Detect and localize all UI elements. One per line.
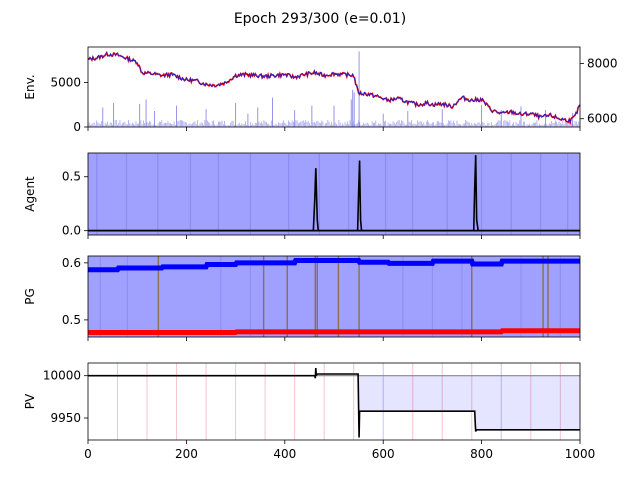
agent-ylabel: Agent: [23, 176, 37, 212]
pv-xtick-label: 1000: [565, 447, 596, 461]
agent-background: [88, 153, 580, 235]
env-right-ytick-label: 6000: [587, 112, 618, 126]
pv-xtick-label: 600: [372, 447, 395, 461]
pv-xtick-label: 200: [175, 447, 198, 461]
pg-frame: [87, 255, 581, 338]
pv-xtick-label: 0: [84, 447, 92, 461]
pg-panel: 0.5 0.6 PG: [23, 255, 581, 341]
pv-series-line: [88, 368, 580, 438]
pv-ylabel: PV: [23, 393, 37, 409]
env-ytick-label: 5000: [50, 76, 81, 90]
env-ytick-label: 0: [73, 120, 81, 134]
pv-fill: [88, 368, 580, 438]
agent-ytick-label: 0.0: [62, 224, 81, 238]
pv-panel: 9950 10000 PV 0 200 400 600 800 1000: [23, 362, 596, 461]
env-right-ytick-label: 8000: [587, 57, 618, 71]
pv-frame: [87, 362, 581, 441]
pv-xtick-label: 800: [470, 447, 493, 461]
env-volume-bars: [87, 51, 581, 127]
pg-series-red: [88, 328, 580, 335]
agent-ytick-label: 0.5: [62, 170, 81, 184]
figure-title: Epoch 293/300 (e=0.01): [234, 11, 406, 27]
pg-series-blue: [88, 258, 580, 273]
pv-ytick-label: 9950: [50, 411, 81, 425]
pv-ytick-label: 10000: [43, 369, 81, 383]
pg-background: [88, 256, 580, 337]
env-panel: 0 5000 Env. 6000 8000: [23, 46, 618, 134]
env-price-line-blue: [87, 51, 581, 125]
pv-xtick-label: 400: [273, 447, 296, 461]
env-frame: [87, 46, 581, 128]
pg-ytick-label: 0.6: [62, 256, 81, 270]
env-ylabel: Env.: [23, 74, 37, 99]
pg-ytick-label: 0.5: [62, 313, 81, 327]
pg-ylabel: PG: [23, 288, 37, 305]
agent-panel: 0.0 0.5 Agent: [23, 152, 581, 239]
agent-series-line: [88, 155, 580, 232]
agent-frame: [87, 152, 581, 236]
